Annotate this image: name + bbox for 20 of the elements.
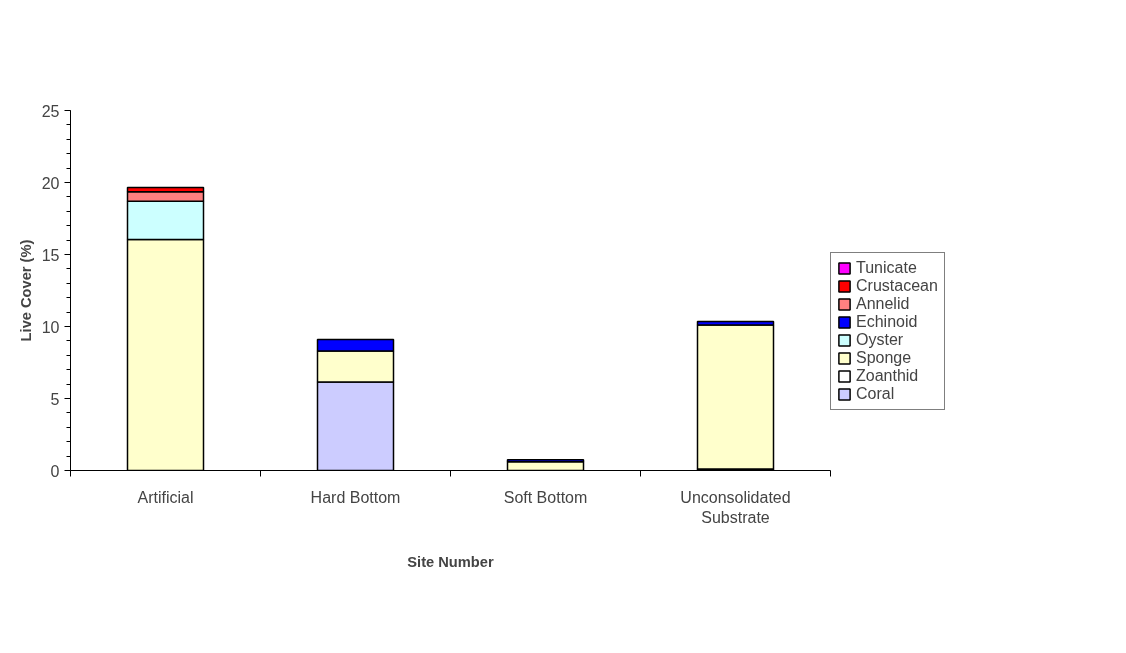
x-tick-label: Hard Bottom bbox=[310, 488, 401, 506]
y-tick-label: 25 bbox=[41, 102, 60, 120]
legend-label: Coral bbox=[856, 385, 895, 403]
legend-label: Echinoid bbox=[856, 313, 918, 331]
legend-label: Sponge bbox=[856, 349, 912, 367]
x-tick-label: Unconsolidated Substrate bbox=[680, 488, 791, 526]
x-axis-title: Site Number bbox=[407, 553, 494, 570]
legend-label: Zoanthid bbox=[856, 367, 919, 385]
legend-label: Oyster bbox=[856, 331, 904, 349]
y-tick-label: 20 bbox=[41, 174, 60, 192]
y-tick-label: 10 bbox=[41, 318, 60, 336]
y-tick-label: 15 bbox=[41, 246, 60, 264]
x-tick-label: Artificial bbox=[137, 488, 194, 506]
legend-label: Crustacean bbox=[856, 277, 938, 295]
y-axis-title: Live Cover (%) bbox=[17, 239, 34, 342]
y-tick-label: 0 bbox=[50, 462, 60, 480]
legend-label: Tunicate bbox=[856, 259, 917, 277]
legend-label: Annelid bbox=[856, 295, 910, 313]
x-tick-label: Soft Bottom bbox=[503, 488, 588, 506]
y-tick-label: 5 bbox=[50, 390, 60, 408]
